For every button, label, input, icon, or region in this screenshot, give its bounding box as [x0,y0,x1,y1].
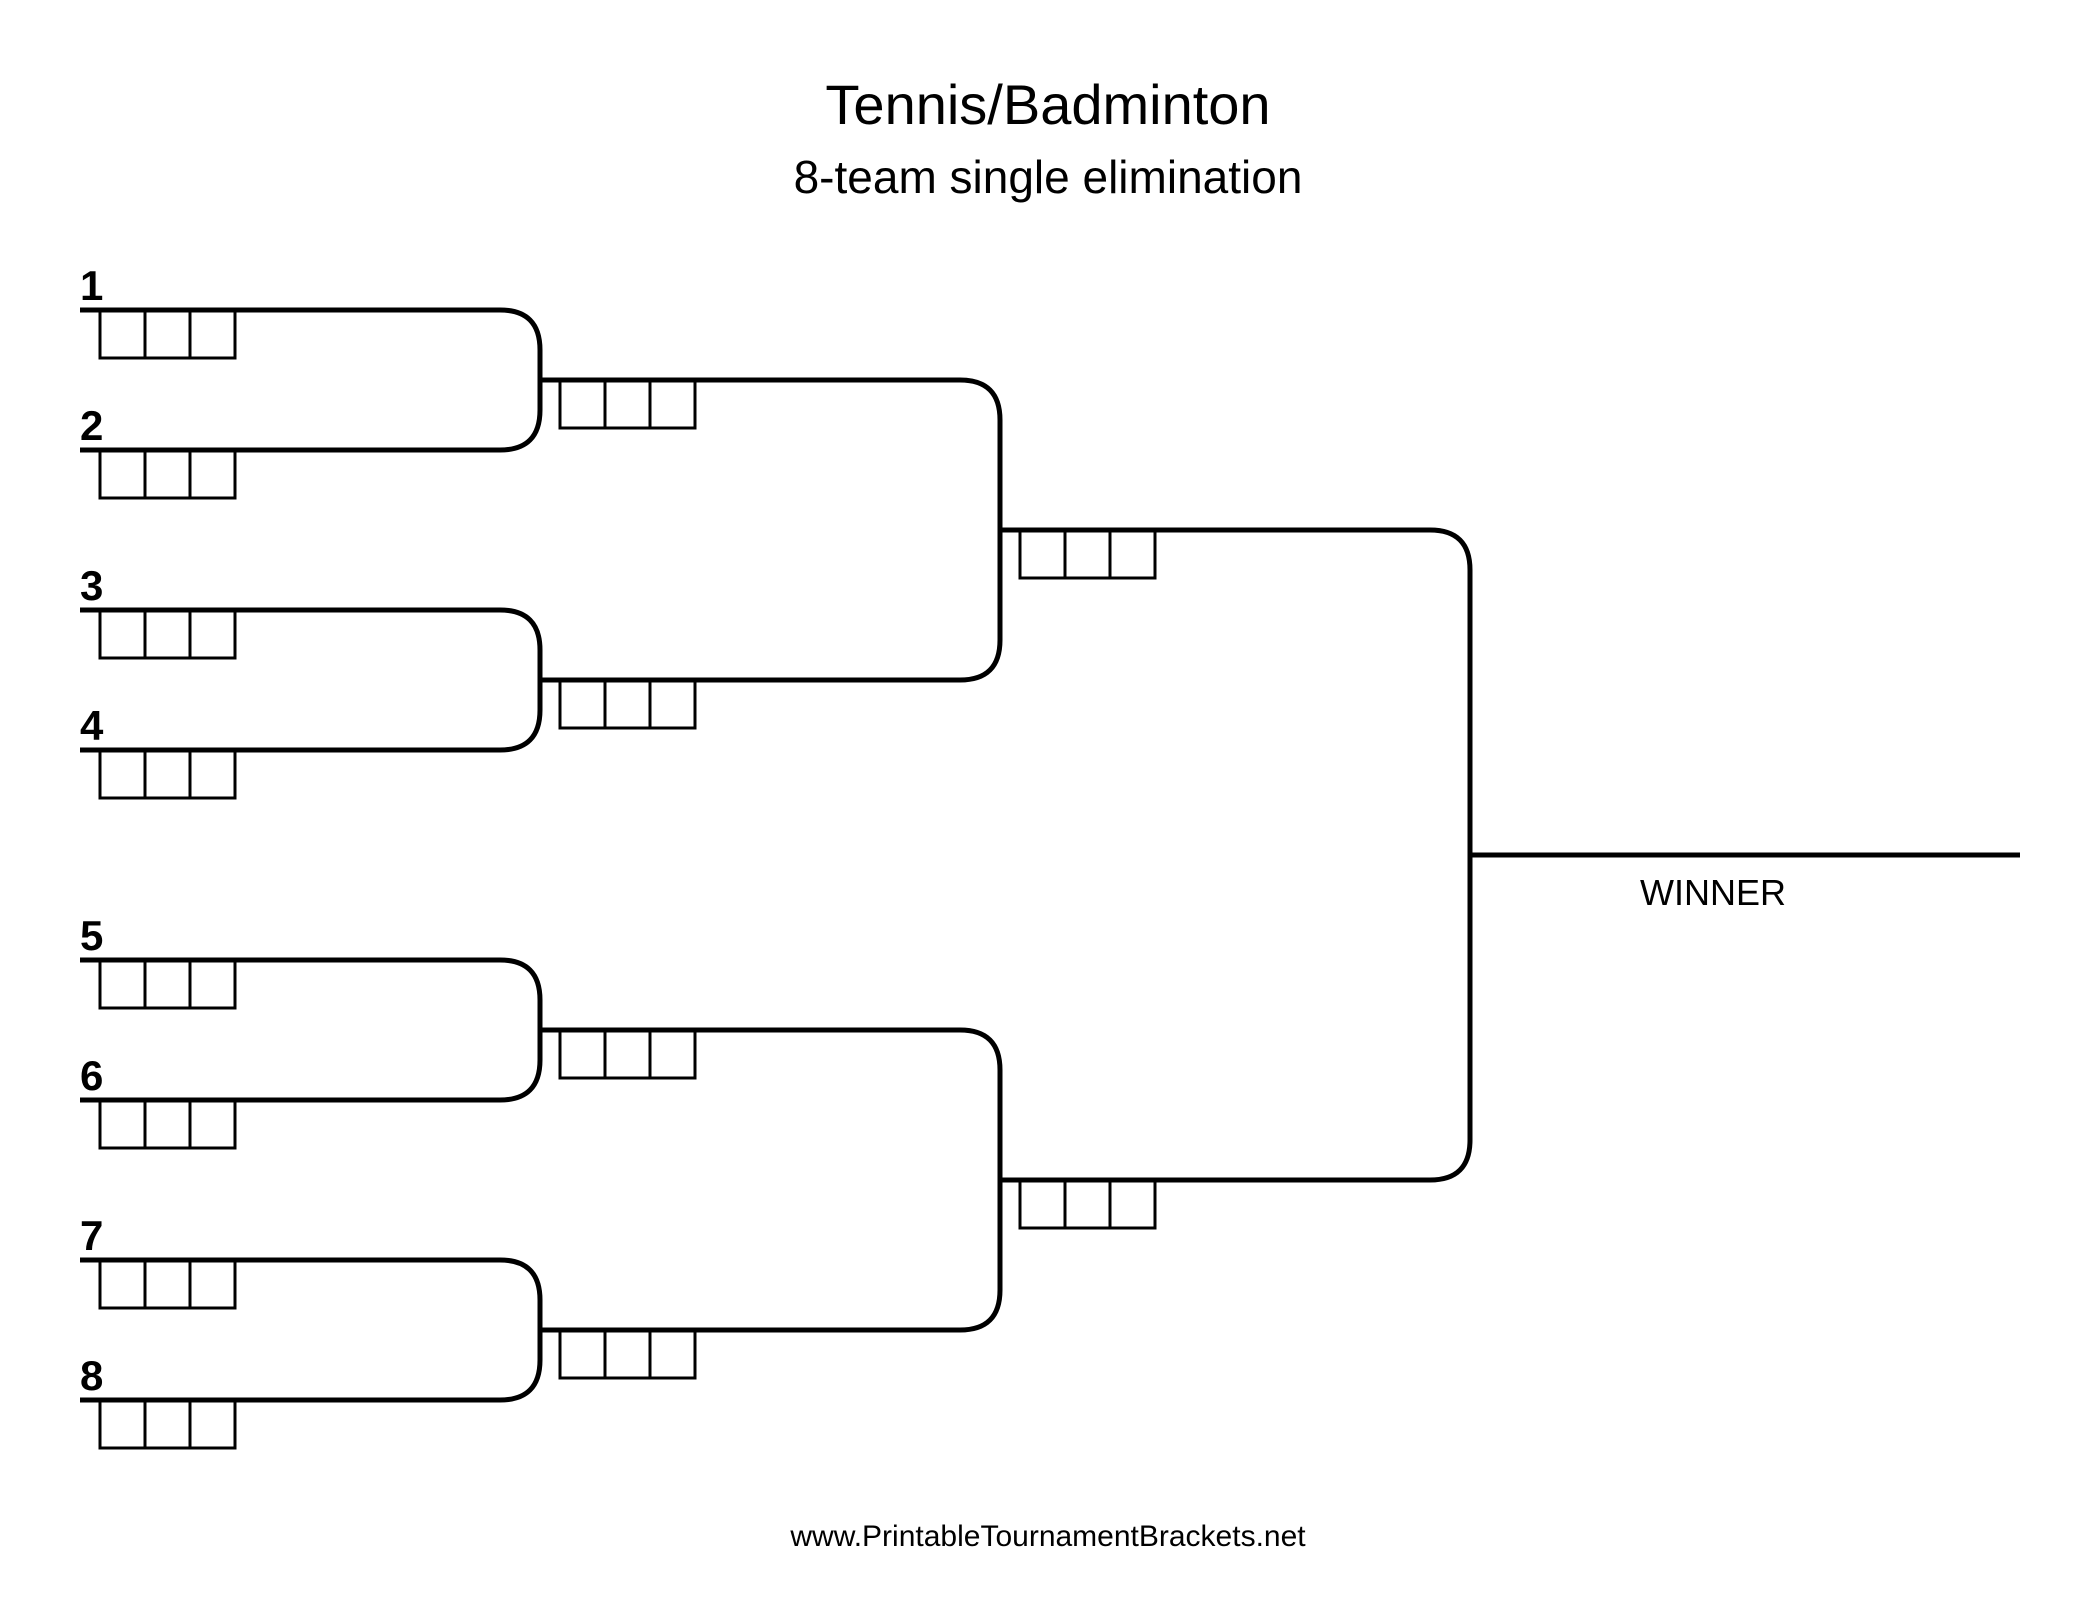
seed-label: 3 [80,562,103,610]
seed-label: 4 [80,702,103,750]
bracket-page: Tennis/Badminton 8-team single eliminati… [0,0,2096,1614]
seed-label: 5 [80,912,103,960]
seed-label: 8 [80,1352,103,1400]
winner-label: WINNER [1640,872,1786,914]
seed-label: 2 [80,402,103,450]
bracket-diagram [0,0,2096,1614]
seed-label: 6 [80,1052,103,1100]
seed-label: 7 [80,1212,103,1260]
seed-label: 1 [80,262,103,310]
